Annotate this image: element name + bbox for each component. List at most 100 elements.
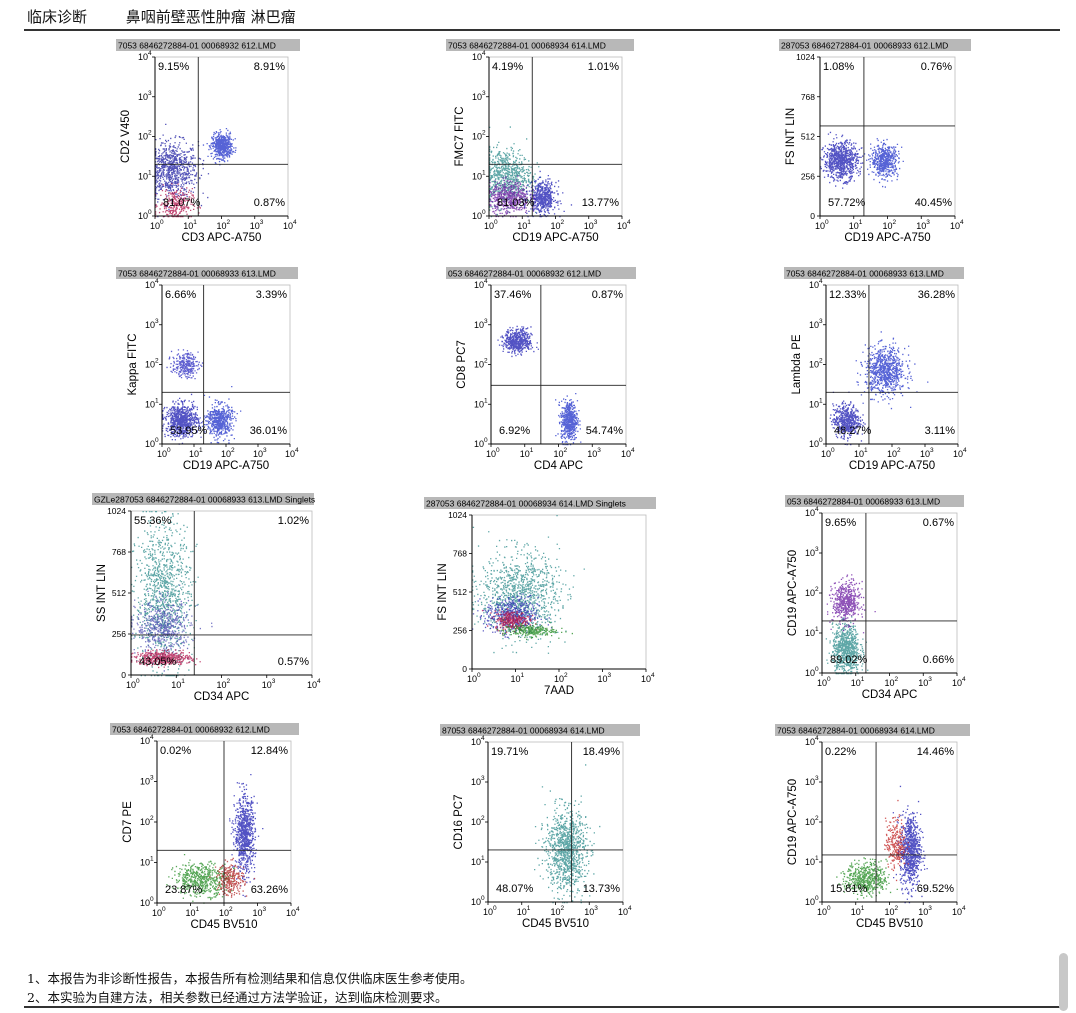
plot-title-bar (116, 267, 298, 279)
y-tick-label: 10 (805, 777, 815, 787)
y-axis-label: CD19 APC-A750 (787, 779, 799, 865)
plot-title: 7053 6846272884-01 00068933 613.LMD (118, 269, 276, 279)
svg-text:4: 4 (627, 219, 631, 226)
quadrant-ll-percent: 23.87% (165, 884, 203, 896)
x-tick-label: 10 (916, 221, 926, 231)
y-tick-label: 512 (112, 588, 126, 598)
x-tick-label: 10 (157, 449, 167, 459)
y-tick-label: 10 (140, 736, 150, 746)
y-tick-label: 10 (805, 628, 815, 638)
x-tick-label: 10 (186, 908, 196, 918)
y-tick-label: 10 (472, 211, 482, 221)
y-tick-label: 0 (462, 664, 467, 674)
x-tick-label: 10 (250, 221, 260, 231)
svg-text:3: 3 (928, 676, 932, 683)
y-tick-label: 10 (809, 280, 819, 290)
plot-frame (471, 514, 647, 670)
y-tick-label: 768 (453, 549, 467, 559)
svg-text:3: 3 (815, 775, 819, 782)
svg-text:4: 4 (962, 676, 966, 683)
quadrant-lr-percent: 0.87% (254, 197, 285, 209)
x-tick-label: 10 (817, 678, 827, 688)
y-tick-label: 10 (472, 171, 482, 181)
y-tick-label: 10 (809, 439, 819, 449)
y-tick-label: 10 (474, 320, 484, 330)
y-tick-label: 10 (474, 439, 484, 449)
svg-text:2: 2 (227, 678, 231, 685)
svg-text:0: 0 (160, 219, 164, 226)
y-tick-label: 0 (810, 211, 815, 221)
svg-text:1: 1 (150, 856, 154, 863)
svg-text:3: 3 (819, 318, 823, 325)
y-axis-label: CD16 PC7 (453, 795, 465, 850)
x-tick-label: 10 (920, 449, 930, 459)
quadrant-ur-percent: 18.49% (583, 746, 621, 758)
plot-title-bar (424, 497, 656, 509)
svg-text:0: 0 (819, 437, 823, 444)
x-tick-label: 10 (817, 907, 827, 917)
x-axis-label: CD3 APC-A750 (182, 232, 262, 244)
plot-title: 287053 6846272884-01 00068933 612.LMD (781, 41, 948, 51)
svg-text:3: 3 (272, 678, 276, 685)
y-axis-label: CD8 PC7 (456, 340, 468, 389)
svg-text:3: 3 (481, 775, 485, 782)
y-tick-label: 10 (471, 777, 481, 787)
x-tick-label: 10 (307, 680, 317, 690)
quadrant-ll-percent: 89.02% (830, 654, 868, 666)
plot-title: 7053 6846272884-01 00068933 613.LMD (786, 269, 944, 279)
y-tick-label: 10 (809, 360, 819, 370)
quadrant-ur-percent: 1.02% (278, 515, 309, 527)
x-tick-label: 10 (887, 449, 897, 459)
x-tick-label: 10 (286, 908, 296, 918)
svg-text:2: 2 (564, 447, 568, 454)
svg-text:1: 1 (527, 905, 531, 912)
x-tick-label: 10 (885, 678, 895, 688)
svg-text:0: 0 (496, 447, 500, 454)
report-note-1: 1、本报告为非诊断性报告，本报告所有检测结果和信息仅供临床医生参考使用。 (27, 971, 473, 986)
x-tick-label: 10 (150, 221, 160, 231)
plot-title: 287053 6846272884-01 00068934 614.LMD Si… (426, 499, 626, 509)
svg-text:0: 0 (150, 896, 154, 903)
y-tick-label: 10 (138, 211, 148, 221)
quadrant-ur-percent: 0.67% (923, 517, 954, 529)
quadrant-lr-percent: 69.52% (917, 883, 955, 895)
y-tick-label: 1024 (448, 510, 467, 520)
y-axis-label: FMC7 FITC (454, 106, 466, 166)
x-axis-label: CD19 APC-A750 (512, 232, 598, 244)
quadrant-ll-percent: 57.72% (828, 197, 866, 209)
scrollbar-thumb[interactable] (1059, 953, 1068, 1011)
quadrant-lr-percent: 0.66% (923, 654, 954, 666)
svg-text:3: 3 (594, 219, 598, 226)
quadrant-ul-percent: 9.65% (825, 517, 856, 529)
svg-text:1: 1 (815, 626, 819, 633)
quadrant-ur-percent: 36.28% (918, 289, 956, 301)
y-tick-label: 1024 (107, 506, 126, 516)
y-tick-label: 10 (805, 737, 815, 747)
y-tick-label: 10 (809, 320, 819, 330)
quadrant-ur-percent: 8.91% (254, 61, 285, 73)
y-tick-label: 10 (809, 399, 819, 409)
svg-text:1: 1 (155, 397, 159, 404)
svg-text:4: 4 (960, 219, 964, 226)
svg-text:2: 2 (148, 130, 152, 137)
svg-text:1: 1 (148, 169, 152, 176)
svg-text:3: 3 (930, 447, 934, 454)
svg-text:2: 2 (815, 815, 819, 822)
svg-text:2: 2 (895, 905, 899, 912)
event-dots (836, 785, 928, 904)
quadrant-ur-percent: 3.39% (256, 289, 287, 301)
svg-text:3: 3 (608, 672, 612, 679)
x-tick-label: 10 (584, 907, 594, 917)
x-axis-label: 7AAD (544, 685, 574, 697)
x-tick-label: 10 (486, 449, 496, 459)
plot-title: 053 6846272884-01 00068932 612.LMD (448, 269, 601, 279)
y-tick-label: 10 (138, 132, 148, 142)
y-axis-label: SS INT LIN (96, 564, 108, 622)
plot-title-bar (92, 493, 314, 505)
y-axis-label: CD7 PE (122, 801, 134, 843)
scatter-plot-12: 7053 6846272884-01 00068934 614.LMD 10 0 10… (775, 722, 970, 946)
svg-text:2: 2 (564, 672, 568, 679)
plot-title-bar (110, 723, 299, 735)
svg-text:2: 2 (482, 130, 486, 137)
svg-text:0: 0 (825, 219, 829, 226)
